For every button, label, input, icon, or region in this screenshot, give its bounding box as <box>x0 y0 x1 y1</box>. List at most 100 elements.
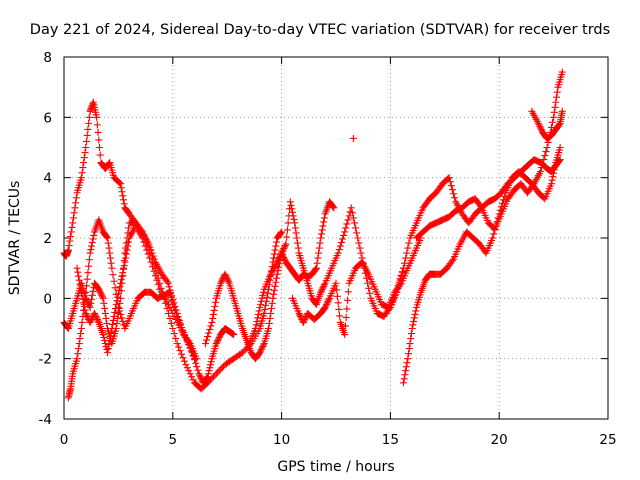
data-point <box>85 113 93 121</box>
data-point <box>87 317 95 325</box>
data-point <box>196 371 204 379</box>
data-point <box>101 340 109 348</box>
data-point <box>343 305 351 313</box>
data-point <box>124 242 132 250</box>
data-point <box>95 285 103 293</box>
data-point <box>342 313 350 321</box>
data-point <box>316 239 324 247</box>
data-point <box>170 330 178 338</box>
data-point <box>447 182 455 190</box>
data-point <box>75 272 83 280</box>
data-point <box>550 108 558 116</box>
data-point <box>259 343 267 351</box>
data-point <box>294 239 302 247</box>
data-point <box>334 299 342 307</box>
data-point <box>169 295 177 303</box>
data-point <box>93 314 101 322</box>
data-point <box>337 239 345 247</box>
data-point <box>78 292 86 300</box>
data-point <box>405 345 413 353</box>
data-point <box>253 317 261 325</box>
y-axis: -4 -2 0 2 4 6 8 <box>39 50 608 428</box>
data-point <box>353 229 361 237</box>
data-point <box>113 297 121 305</box>
data-point <box>88 242 96 250</box>
data-point <box>179 354 187 362</box>
data-point <box>342 224 350 232</box>
data-point <box>103 346 111 354</box>
data-point <box>164 300 172 308</box>
data-point <box>212 370 220 378</box>
data-point <box>82 309 90 317</box>
data-point <box>144 250 152 258</box>
data-point <box>72 199 80 207</box>
data-point <box>320 282 328 290</box>
data-point <box>143 246 151 254</box>
data-point <box>69 219 77 227</box>
data-point <box>206 364 214 372</box>
data-point <box>89 235 97 243</box>
data-point <box>186 370 194 378</box>
y-tick-label: 0 <box>43 291 52 307</box>
data-point <box>314 254 322 262</box>
data-point <box>490 230 498 238</box>
data-point <box>548 176 556 184</box>
data-point <box>173 340 181 348</box>
data-point <box>325 296 333 304</box>
data-point <box>77 330 85 338</box>
data-point <box>93 113 101 121</box>
data-point <box>312 265 320 273</box>
data-point <box>276 252 284 260</box>
x-tick-label: 20 <box>491 432 508 448</box>
data-point <box>207 358 215 366</box>
data-point <box>169 325 177 332</box>
data-point <box>117 310 125 318</box>
data-point <box>349 214 357 222</box>
data-point <box>153 276 161 284</box>
data-point <box>191 355 199 363</box>
data-point <box>265 325 273 332</box>
data-point <box>81 149 89 157</box>
data-point <box>121 258 129 266</box>
data-point <box>404 355 412 363</box>
data-point <box>208 374 216 382</box>
data-point <box>182 361 190 369</box>
data-point <box>122 250 130 258</box>
data-point <box>82 311 90 319</box>
data-point <box>81 306 89 314</box>
data-point <box>204 379 212 387</box>
data-point <box>446 178 454 186</box>
data-point <box>114 290 122 298</box>
data-point <box>223 275 231 283</box>
data-point <box>283 233 291 241</box>
data-point <box>114 293 122 301</box>
data-point <box>102 314 110 322</box>
data-point <box>555 120 563 128</box>
data-point <box>402 367 410 375</box>
data-point <box>537 124 545 132</box>
data-point <box>183 364 191 372</box>
data-point <box>266 314 274 322</box>
data-point <box>78 318 86 326</box>
data-point <box>138 234 146 242</box>
data-point <box>293 234 301 242</box>
data-point <box>208 318 216 326</box>
data-point <box>317 230 325 238</box>
data-point <box>341 228 349 236</box>
data-point <box>270 250 278 258</box>
data-point <box>141 235 149 243</box>
data-point <box>255 307 263 315</box>
data-point <box>74 350 82 358</box>
data-point <box>196 373 204 381</box>
data-point <box>270 290 278 298</box>
data-point <box>402 363 410 371</box>
data-point <box>109 320 117 328</box>
data-point <box>281 242 289 250</box>
data-point <box>336 242 344 250</box>
data-point <box>230 331 238 339</box>
data-point <box>99 331 107 339</box>
data-point <box>69 214 77 222</box>
data-point <box>281 243 289 251</box>
data-point <box>67 232 75 240</box>
